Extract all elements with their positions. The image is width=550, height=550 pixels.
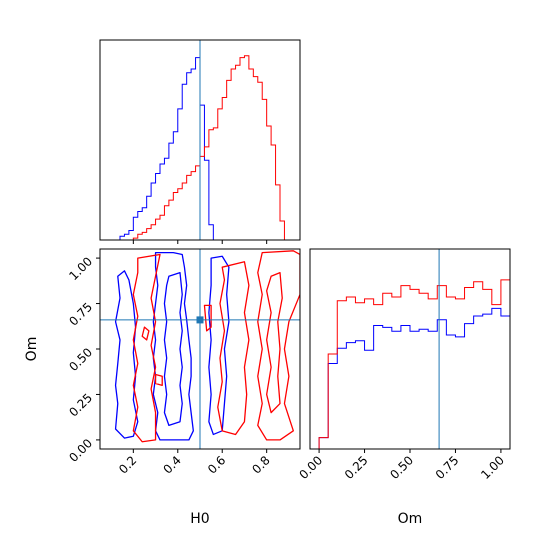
h0-tick-label-1: 0.4 xyxy=(160,453,183,476)
y-axis-label-om: Om xyxy=(24,337,40,362)
contour-7 xyxy=(132,253,161,443)
om-tick-label-4: 1.00 xyxy=(66,254,95,283)
om-hist-series-1 xyxy=(318,279,510,449)
contour-4 xyxy=(217,261,250,436)
om-hist-series-0 xyxy=(318,307,510,449)
contour-3 xyxy=(208,255,230,436)
h0-tick-label-2: 0.6 xyxy=(205,453,228,476)
h0-hist-series-0 xyxy=(111,57,300,241)
contour-1 xyxy=(163,271,183,427)
om-tick-label-2: 0.50 xyxy=(66,345,95,374)
contour-5 xyxy=(257,250,300,441)
om-histogram-frame xyxy=(309,248,511,450)
h0-om-contours xyxy=(114,250,300,443)
om-x-ticks: 0.00 0.25 0.50 0.75 1.00 xyxy=(296,449,507,482)
h0-histogram-ticks xyxy=(132,240,268,244)
om-tick-label-0: 0.00 xyxy=(66,436,95,465)
x-axis-label-h0: H0 xyxy=(190,511,209,527)
contour-9 xyxy=(203,304,212,332)
om-hist-tick-label-0: 0.00 xyxy=(296,453,325,482)
om-tick-label-1: 0.25 xyxy=(66,391,95,420)
om-histogram-series xyxy=(318,279,510,449)
h0-x-ticks: 0.2 0.4 0.6 0.8 xyxy=(116,449,273,477)
h0-om-contour-panel: 0.2 0.4 0.6 0.8 0.00 0.25 0.50 0.75 1.00 H0 Om xyxy=(24,248,301,527)
om-y-ticks: 0.00 0.25 0.50 0.75 1.00 xyxy=(66,254,100,465)
om-histogram-panel: 0.00 0.25 0.50 0.75 1.00 Om xyxy=(296,248,511,527)
h0-histogram-panel xyxy=(99,39,301,244)
om-hist-tick-label-1: 0.25 xyxy=(342,453,371,482)
om-hist-tick-label-4: 1.00 xyxy=(478,453,507,482)
om-hist-tick-label-2: 0.50 xyxy=(387,453,416,482)
h0-histogram-frame xyxy=(99,39,301,241)
contour-10 xyxy=(154,373,163,387)
x-axis-label-om: Om xyxy=(398,511,423,527)
contour-2 xyxy=(114,270,139,439)
h0-histogram-series xyxy=(111,55,300,241)
truth-marker xyxy=(196,316,204,324)
h0-tick-label-3: 0.8 xyxy=(249,453,272,476)
om-hist-tick-label-3: 0.75 xyxy=(433,453,462,482)
h0-tick-label-0: 0.2 xyxy=(116,453,139,476)
contour-8 xyxy=(141,326,150,341)
om-tick-label-3: 0.75 xyxy=(66,300,95,329)
h0-om-contour-frame xyxy=(99,248,301,450)
h0-hist-series-1 xyxy=(111,55,300,241)
contour-6 xyxy=(266,271,283,414)
contour-0 xyxy=(152,251,194,441)
